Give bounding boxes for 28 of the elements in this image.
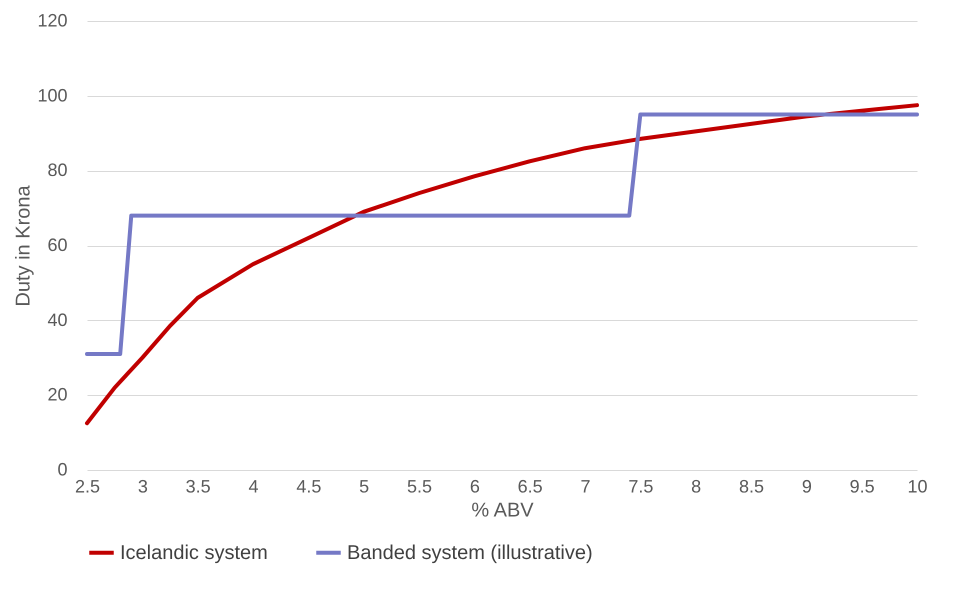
y-tick-label: 80	[47, 160, 68, 180]
y-tick-label: 20	[47, 384, 68, 405]
x-tick-label: 10	[907, 476, 928, 496]
x-tick-label: 8.5	[738, 476, 764, 496]
legend-label: Icelandic system	[120, 542, 268, 564]
x-tick-label: 2.5	[74, 476, 100, 496]
x-tick-label: 7	[580, 476, 591, 496]
x-tick-label: 9.5	[850, 476, 875, 496]
y-axis-title: Duty in Krona	[12, 184, 34, 307]
x-tick-label: 4	[248, 476, 259, 496]
x-tick-label: 7.5	[628, 476, 654, 496]
x-tick-label: 6.5	[518, 476, 543, 496]
line-series	[85, 103, 919, 426]
x-tick-label: 3.5	[186, 476, 211, 496]
x-tick-label: 9	[802, 476, 812, 496]
x-tick-label: 4.5	[296, 476, 322, 496]
y-tick-label: 60	[47, 235, 68, 255]
y-tick-label: 0	[57, 460, 68, 480]
y-tick-label: 100	[37, 85, 68, 106]
legend-label: Banded system (illustrative)	[347, 542, 593, 564]
y-tick-label: 120	[37, 10, 68, 30]
x-tick-label: 8	[691, 476, 702, 496]
x-axis-title: % ABV	[471, 500, 534, 522]
x-tick-label: 3	[138, 476, 148, 496]
x-tick-label: 5	[359, 476, 370, 496]
y-tick-label: 40	[47, 310, 68, 330]
x-tick-label: 5.5	[406, 476, 432, 496]
x-tick-label: 6	[470, 476, 480, 496]
